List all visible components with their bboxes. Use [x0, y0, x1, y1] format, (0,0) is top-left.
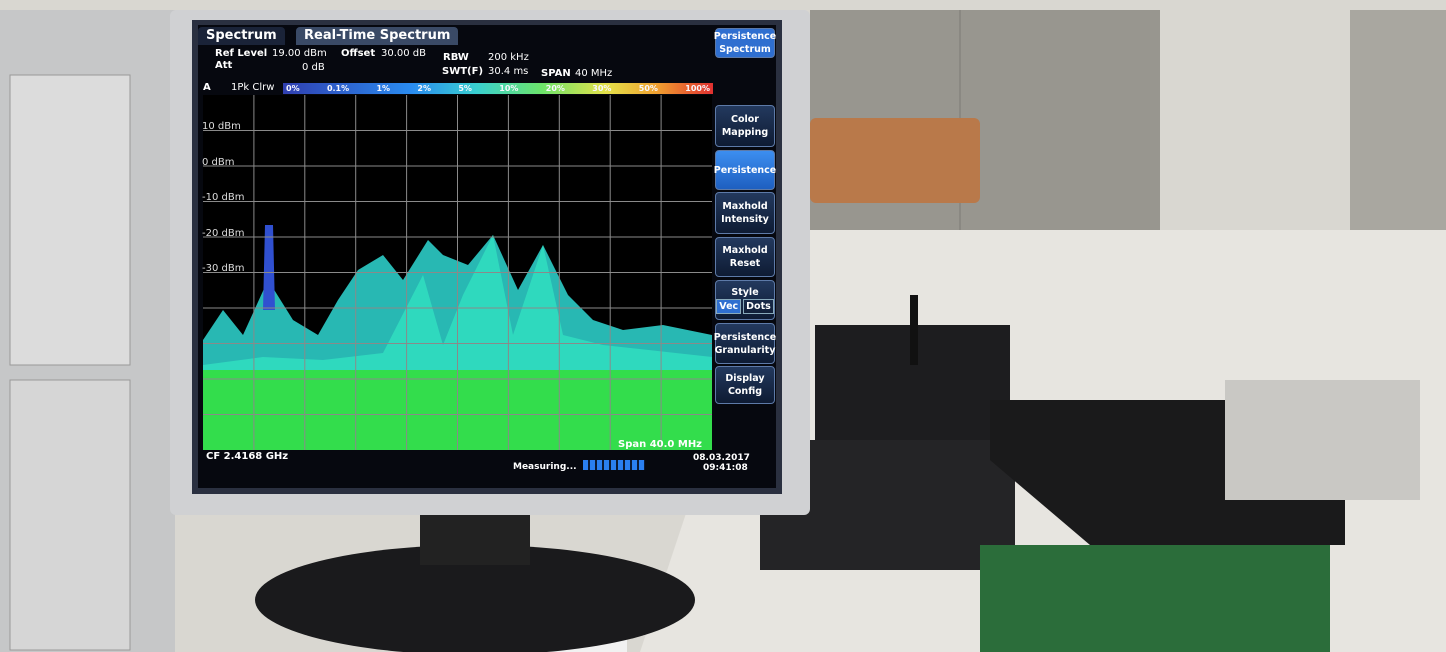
setting-label: SWT(F): [442, 66, 483, 77]
scale-label: 5%: [458, 83, 472, 94]
softkey[interactable]: Persistence Spectrum: [715, 28, 775, 58]
scale-label: 20%: [546, 83, 565, 94]
scale-label: 50%: [639, 83, 658, 94]
progress-bar: [583, 460, 645, 470]
status: Measuring...: [513, 462, 577, 472]
analyzer-screen: Spectrum Real-Time Spectrum Ref Level 19…: [198, 25, 776, 488]
scale-label: 100%: [685, 83, 710, 94]
softkey[interactable]: Color Mapping: [715, 105, 775, 147]
gray-box: [1225, 380, 1420, 500]
softkey-label: Persistence Spectrum: [714, 30, 776, 56]
tab[interactable]: Real-Time Spectrum: [296, 27, 458, 45]
y-label: -30 dBm: [202, 263, 244, 274]
antenna: [910, 295, 918, 365]
y-label: 0 dBm: [202, 157, 235, 168]
tab[interactable]: Spectrum: [198, 27, 285, 45]
softkey[interactable]: Persistence: [715, 150, 775, 190]
center-frequency: CF 2.4168 GHz: [206, 451, 288, 462]
scale-label: 1%: [376, 83, 390, 94]
trace-label: 1Pk Clrw: [231, 82, 274, 93]
softkey-label: Persistence Granularity: [714, 331, 776, 357]
scale-label: 0%: [286, 83, 300, 94]
softkey[interactable]: Display Config: [715, 366, 775, 404]
setting-label: Offset: [341, 48, 375, 59]
scale-label: 0.1%: [327, 83, 349, 94]
setting-label: RBW: [443, 52, 469, 63]
rack-module: [10, 75, 130, 365]
low-persistence-spur: [263, 225, 275, 310]
color-scale: 0% 0.1% 1% 2% 5% 10% 20% 30% 50% 100%: [283, 83, 713, 94]
setting-value: 30.00 dB: [381, 48, 426, 59]
softkey-label: Style: [731, 286, 758, 299]
scale-label: 10%: [499, 83, 518, 94]
softkey[interactable]: Maxhold Intensity: [715, 192, 775, 234]
time: 09:41:08: [703, 463, 748, 473]
softkey-label: Maxhold Intensity: [716, 200, 774, 226]
setting-value: 30.4 ms: [488, 66, 528, 77]
y-label: -10 dBm: [202, 192, 244, 203]
setting-value: 19.00 dBm: [272, 48, 327, 59]
setting-value: 200 kHz: [488, 52, 529, 63]
scale-label: 2%: [417, 83, 431, 94]
softkey-label: Persistence: [714, 164, 776, 177]
style-option[interactable]: Vec: [716, 299, 741, 314]
page: Spectrum Real-Time Spectrum Ref Level 19…: [0, 0, 1446, 652]
y-label: -20 dBm: [202, 228, 244, 239]
window-label: A: [203, 82, 211, 93]
softkey[interactable]: Persistence Granularity: [715, 323, 775, 364]
y-label: 10 dBm: [202, 121, 241, 132]
setting-label: Att: [215, 60, 232, 71]
style-option[interactable]: Dots: [743, 299, 774, 314]
circuit-board: [980, 545, 1330, 652]
setting-value: 40 MHz: [575, 68, 612, 79]
chair: [810, 118, 980, 203]
setting-value: 0 dB: [302, 62, 325, 73]
date: 08.03.2017: [693, 453, 750, 463]
span-readout: Span 40.0 MHz: [618, 439, 702, 450]
softkey-label: Maxhold Reset: [716, 244, 774, 270]
softkey-label: Color Mapping: [716, 113, 774, 139]
setting-label: SPAN: [541, 68, 571, 79]
softkey[interactable]: Maxhold Reset: [715, 237, 775, 277]
spectrum-plot: [203, 95, 712, 450]
softkey-label: Display Config: [716, 372, 774, 398]
scale-label: 30%: [592, 83, 611, 94]
setting-label: Ref Level: [215, 48, 267, 59]
rack-module: [10, 380, 130, 650]
